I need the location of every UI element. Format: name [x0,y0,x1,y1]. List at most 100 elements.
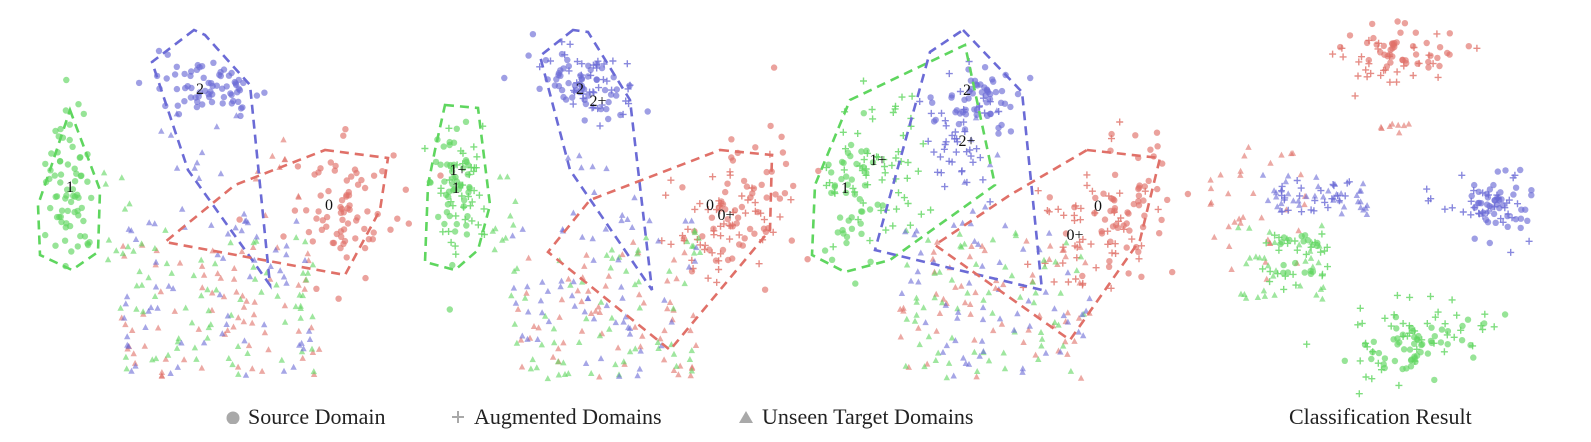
circle-point [1470,354,1477,361]
tri-point [1032,351,1039,358]
plus-point [1423,320,1431,327]
tri-point [198,149,206,156]
tri-point [980,348,987,354]
tri-point [217,274,224,281]
tri-point [555,371,562,378]
circle-point [192,94,199,101]
circle-point [1007,103,1014,111]
plus-point [1386,78,1394,86]
circle-point [1164,196,1171,204]
tri-point [250,263,257,270]
plus-point [452,212,460,220]
tri-point [576,339,583,345]
plus-point [888,161,896,169]
hull-label: 2+ [589,93,606,110]
tri-point [979,304,987,311]
tri-point [267,263,274,269]
hull-label: 1+ [869,152,886,169]
tri-point [952,283,959,290]
plus-point [449,202,457,210]
tri-point [579,278,586,285]
plus-point [600,60,608,68]
tri-point [209,289,216,296]
plus-point [1266,268,1274,275]
plus-point [927,109,935,117]
circle-point [708,214,716,221]
tri-point [1002,222,1009,229]
tri-point [932,357,939,363]
circle-point [1123,244,1130,251]
plus-point [961,128,969,136]
tri-point [309,349,317,355]
circle-point [1135,202,1143,209]
plus-point [1278,182,1286,190]
tri-point [219,254,227,261]
plus-point [1423,185,1431,193]
circle-point [1494,168,1502,175]
tri-point [1337,190,1345,197]
tri-point [544,287,552,294]
circle-point [1510,191,1517,198]
tri-point [1340,203,1348,210]
circle-point [1412,29,1420,36]
tri-point [936,268,943,275]
plus-point [1024,260,1032,268]
circle-point [987,91,994,98]
tri-point [1285,172,1292,179]
tri-point [132,362,139,369]
circle-point [1522,206,1529,213]
tri-point [1405,120,1412,127]
circle-point [442,191,450,198]
tri-point [921,363,928,370]
circle-point [953,107,961,114]
plus-point [1338,44,1346,52]
circle-point [62,195,69,202]
tri-point [691,249,698,256]
plus-point [1448,204,1456,212]
tri-point [308,345,316,352]
tri-point [510,284,518,291]
tri-point [596,373,603,380]
tri-point [545,318,553,325]
tri-point [632,345,639,352]
plus-point [1072,275,1080,283]
circle-point [449,261,456,269]
legend-unseen-label: Unseen Target Domains [762,404,974,429]
circle-point [345,192,353,199]
plus-point [1393,68,1401,76]
plus-point [1296,192,1304,200]
circle-point [48,150,55,157]
plus-point [1413,345,1421,353]
tri-point [179,205,186,212]
circle-point [331,167,338,174]
plus-point [1410,44,1418,51]
tri-point [1237,171,1244,178]
circle-point [1446,51,1453,58]
tri-point [1306,247,1314,254]
circle-point [1471,181,1478,189]
circle-point [679,184,686,191]
tri-point [527,365,535,372]
tri-point [1315,259,1322,266]
plus-point [787,196,795,204]
tri-point [646,217,653,224]
plus-point [713,278,721,286]
tri-point [198,256,205,263]
circle-point [1284,269,1292,276]
circle-point [839,226,846,234]
tri-point [122,353,130,360]
plus-point [986,98,994,106]
tri-point [1308,238,1315,245]
tri-point [158,369,166,375]
plus-point [1154,205,1162,213]
tri-point [1041,263,1048,270]
tri-point [581,308,588,315]
circle-point [1138,273,1145,280]
tri-point [939,299,946,306]
plus-point [717,232,725,240]
tri-point [1025,297,1032,304]
hull-class-1 [810,43,997,274]
circle-point [51,172,58,179]
tri-point [246,273,254,280]
tri-point [519,332,526,339]
